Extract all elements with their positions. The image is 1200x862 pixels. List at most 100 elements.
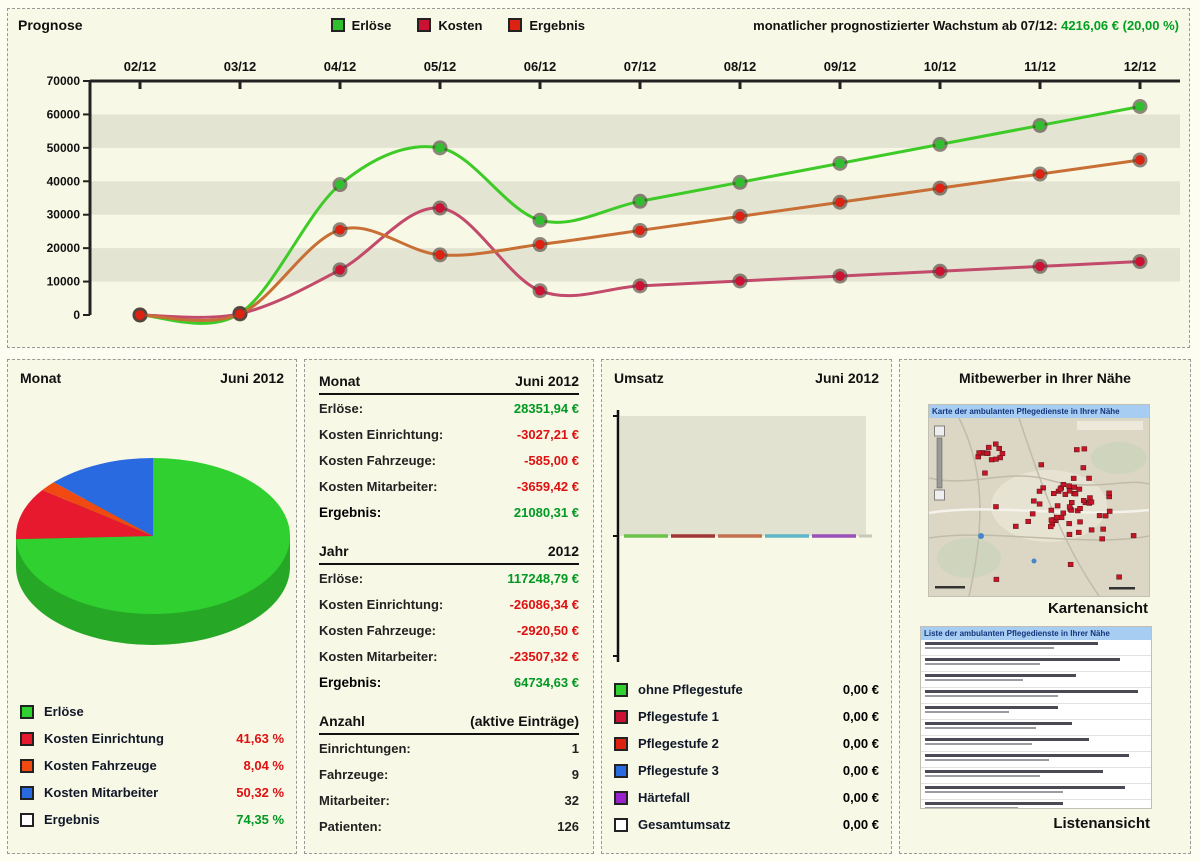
row-value: 32 (564, 792, 579, 808)
row-value: 21080,31 € (513, 504, 579, 520)
list-item (921, 720, 1151, 736)
svg-text:10/12: 10/12 (924, 59, 957, 74)
table-row: Erlöse: 117248,79 € (319, 565, 579, 591)
legend-swatch (614, 763, 628, 778)
legend-item-kosten: Kosten (417, 18, 482, 33)
forecast-legend: Erlöse Kosten Ergebnis (330, 17, 586, 33)
legend-value: 0,00 € (842, 736, 879, 751)
table-row: Kosten Fahrzeuge: -2920,50 € (319, 617, 579, 643)
legend-value: 8,04 % (243, 758, 284, 773)
umsatz-legend: ohne Pflegestufe 0,00 € Pflegestufe 1 0,… (614, 676, 879, 838)
count-section: Anzahl (aktive Einträge) Einrichtungen: 1… (319, 712, 579, 839)
row-label: Ergebnis: (319, 674, 382, 690)
competitors-map (928, 417, 1150, 597)
umsatz-legend-item: ohne Pflegestufe 0,00 € (614, 676, 879, 703)
legend-value: 0,00 € (842, 709, 879, 724)
svg-text:70000: 70000 (47, 74, 81, 88)
year-section: Jahr 2012 Erlöse: 117248,79 € Kosten Einr… (319, 542, 579, 695)
forecast-panel: Prognose Erlöse Kosten Ergebnis monatlic… (7, 8, 1190, 348)
row-value: -23507,32 € (509, 648, 579, 664)
umsatz-legend-item-total: Gesamtumsatz 0,00 € (614, 811, 879, 838)
legend-value: 0,00 € (842, 790, 879, 805)
table-row: Kosten Mitarbeiter: -23507,32 € (319, 643, 579, 669)
row-value: -2920,50 € (516, 622, 579, 638)
forecast-line-chart: 0 10000 20000 30000 40000 50000 60000 70000 02/1… (47, 59, 1180, 325)
section-period: (aktive Einträge) (470, 713, 579, 729)
svg-text:0: 0 (73, 308, 80, 322)
row-value: 28351,94 € (513, 400, 579, 416)
legend-label: Ergebnis (529, 17, 586, 33)
legend-swatch (20, 704, 34, 719)
table-row: Kosten Mitarbeiter: -3659,42 € (319, 473, 579, 499)
section-title: Anzahl (319, 713, 365, 729)
forecast-title: Prognose (18, 17, 83, 33)
map-view-link[interactable]: Kartenansicht (1047, 600, 1148, 617)
row-value: -3659,42 € (516, 478, 579, 494)
list-view-link[interactable]: Listenansicht (1053, 815, 1150, 832)
table-row: Patienten: 126 (319, 813, 579, 839)
row-value: -26086,34 € (509, 596, 579, 612)
legend-label: Pflegestufe 2 (638, 736, 719, 751)
legend-label: ohne Pflegestufe (638, 682, 743, 697)
month-section: Monat Juni 2012 Erlöse: 28351,94 € Kosten… (319, 372, 579, 525)
pie-legend-item: Ergebnis 74,35 % (20, 806, 284, 833)
list-item (921, 656, 1151, 672)
row-label: Einrichtungen: (319, 740, 411, 756)
legend-label: Kosten Einrichtung (44, 731, 164, 746)
row-value: 117248,79 € (507, 570, 579, 586)
table-row: Mitarbeiter: 32 (319, 787, 579, 813)
section-title: Jahr (319, 543, 349, 559)
list-item (921, 768, 1151, 784)
legend-label: Erlöse (44, 704, 84, 719)
list-item (921, 672, 1151, 688)
list-item (921, 704, 1151, 720)
row-label: Ergebnis: (319, 504, 382, 520)
growth-percent: (20,00 %) (1122, 17, 1179, 33)
list-item (921, 800, 1151, 808)
legend-swatch (614, 682, 628, 697)
table-row-ergebnis: Ergebnis: 64734,63 € (319, 669, 579, 695)
row-label: Mitarbeiter: (319, 792, 390, 808)
row-label: Kosten Fahrzeuge: (319, 452, 437, 468)
legend-value: 0,00 € (842, 682, 879, 697)
row-value: -585,00 € (524, 452, 579, 468)
umsatz-legend-item: Pflegestufe 3 0,00 € (614, 757, 879, 784)
legend-swatch (614, 790, 628, 805)
umsatz-title: Umsatz (614, 370, 664, 386)
pie-legend-item: Erlöse (20, 698, 284, 725)
section-period: Juni 2012 (515, 373, 579, 389)
list-thumbnail[interactable]: Liste der ambulanten Pflegedienste in Ih… (920, 626, 1152, 809)
list-item (921, 752, 1151, 768)
table-row: Einrichtungen: 1 (319, 735, 579, 761)
growth-value: 4216,06 € (1061, 17, 1119, 33)
legend-label: Kosten (438, 17, 483, 33)
row-label: Kosten Einrichtung: (319, 596, 444, 612)
legend-value: 41,63 % (236, 731, 284, 746)
row-value: 126 (557, 818, 579, 834)
table-row: Kosten Fahrzeuge: -585,00 € (319, 447, 579, 473)
legend-swatch (20, 731, 34, 746)
figures-table-panel: Monat Juni 2012 Erlöse: 28351,94 € Kosten… (304, 359, 594, 854)
pie-legend-item: Kosten Einrichtung 41,63 % (20, 725, 284, 752)
competitors-list (921, 640, 1151, 808)
legend-label: Gesamtumsatz (638, 817, 731, 832)
legend-swatch-kosten (417, 18, 432, 32)
row-label: Fahrzeuge: (319, 766, 389, 782)
legend-value: 0,00 € (842, 817, 879, 832)
legend-swatch (614, 736, 628, 751)
legend-label: Pflegestufe 3 (638, 763, 719, 778)
row-value: 9 (571, 766, 579, 782)
umsatz-flat-line-chart (613, 410, 872, 662)
svg-text:30000: 30000 (47, 208, 81, 222)
map-header: Karte der ambulanten Pflegedienste in Ih… (929, 405, 1149, 418)
map-thumbnail[interactable]: Karte der ambulanten Pflegedienste in Ih… (928, 404, 1150, 597)
list-item (921, 736, 1151, 752)
legend-value: 74,35 % (236, 812, 284, 827)
umsatz-panel: Umsatz Juni 2012 ohne Pflegestufe 0,00 €… (601, 359, 892, 854)
row-label: Kosten Mitarbeiter: (319, 648, 438, 664)
table-row: Fahrzeuge: 9 (319, 761, 579, 787)
svg-text:05/12: 05/12 (424, 59, 457, 74)
section-title: Monat (319, 373, 361, 389)
legend-swatch-ergebnis (508, 18, 523, 32)
